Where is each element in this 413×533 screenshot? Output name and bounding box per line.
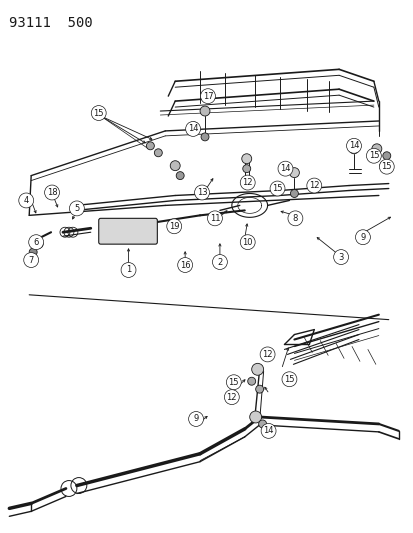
Circle shape [249,411,261,423]
Text: 16: 16 [179,261,190,270]
Circle shape [45,185,59,200]
Circle shape [378,159,393,174]
Circle shape [333,249,348,264]
Circle shape [290,190,298,197]
Circle shape [240,175,254,190]
Text: 18: 18 [47,188,57,197]
Circle shape [382,152,390,160]
Text: 15: 15 [381,162,391,171]
Circle shape [177,257,192,272]
Text: 12: 12 [262,350,272,359]
Circle shape [258,420,266,428]
Text: 14: 14 [348,141,358,150]
Circle shape [212,255,227,270]
Text: 10: 10 [242,238,252,247]
Text: 4: 4 [24,196,29,205]
Circle shape [241,154,251,164]
Text: 14: 14 [188,124,198,133]
FancyBboxPatch shape [98,219,157,244]
Circle shape [35,240,43,248]
Circle shape [379,161,387,169]
Circle shape [176,172,184,180]
Text: 9: 9 [193,415,198,424]
Circle shape [200,88,215,103]
Circle shape [348,144,358,154]
Circle shape [355,230,370,245]
Circle shape [346,139,361,154]
Circle shape [247,377,255,385]
Text: 12: 12 [226,393,237,402]
Circle shape [170,161,180,171]
Circle shape [19,193,33,208]
Circle shape [201,133,209,141]
Circle shape [251,364,263,375]
Circle shape [366,148,380,163]
Text: 15: 15 [283,375,294,384]
Text: 14: 14 [263,426,273,435]
Circle shape [207,211,222,226]
Circle shape [199,106,209,116]
Circle shape [261,423,275,438]
Circle shape [166,219,181,234]
Text: 3: 3 [337,253,343,262]
Circle shape [154,149,162,157]
Circle shape [69,201,84,216]
Text: 1: 1 [126,265,131,274]
Text: 12: 12 [242,178,252,187]
Text: 19: 19 [169,222,179,231]
Circle shape [185,122,200,136]
Text: 15: 15 [93,109,104,118]
Text: 17: 17 [202,92,213,101]
Circle shape [190,122,197,130]
Circle shape [287,211,302,226]
Circle shape [226,375,241,390]
Text: 12: 12 [308,181,319,190]
Circle shape [240,235,254,249]
Circle shape [28,235,43,249]
Circle shape [188,411,203,426]
Text: 15: 15 [368,151,378,160]
Circle shape [242,165,250,173]
Circle shape [224,390,239,405]
Text: 6: 6 [33,238,39,247]
Text: 11: 11 [209,214,220,223]
Circle shape [281,372,296,386]
Circle shape [371,144,381,154]
Text: 9: 9 [359,233,365,241]
Circle shape [306,178,321,193]
Circle shape [289,168,299,177]
Circle shape [146,142,154,150]
Circle shape [259,347,274,362]
Circle shape [121,263,135,277]
Text: 8: 8 [292,214,297,223]
Text: 15: 15 [272,184,282,193]
Circle shape [278,161,292,176]
Text: 15: 15 [228,378,238,387]
Circle shape [29,248,37,256]
Text: 2: 2 [217,257,222,266]
Text: 7: 7 [28,255,34,264]
Circle shape [255,385,263,393]
Circle shape [269,181,284,196]
Text: 93111  500: 93111 500 [9,15,93,30]
Circle shape [194,185,209,200]
Circle shape [24,253,38,268]
Text: 13: 13 [196,188,207,197]
Text: 14: 14 [280,164,290,173]
Circle shape [91,106,106,120]
Text: 5: 5 [74,204,79,213]
